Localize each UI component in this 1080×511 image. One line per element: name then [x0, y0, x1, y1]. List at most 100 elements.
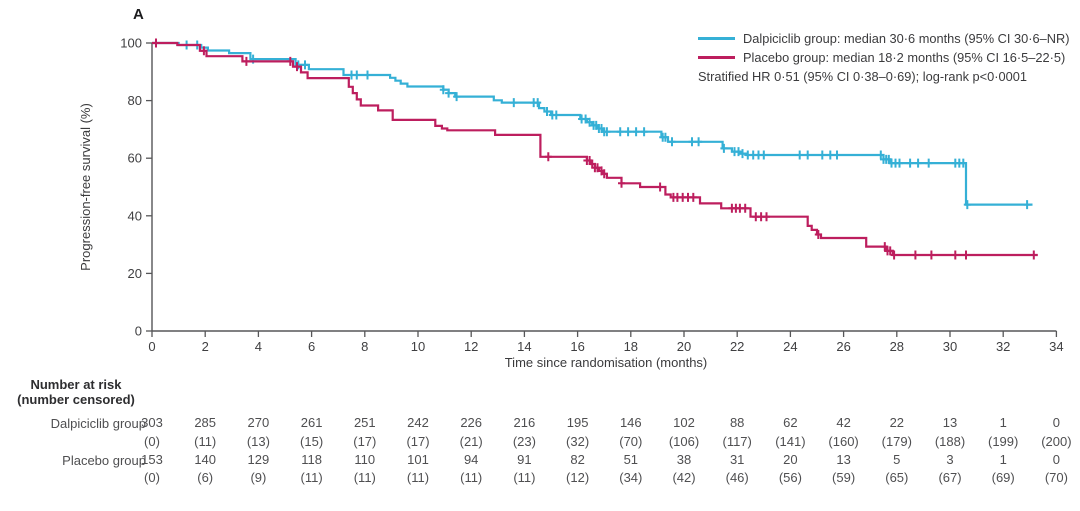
- risk-cell: (70): [619, 434, 643, 449]
- risk-cell: (11): [406, 470, 430, 485]
- risk-cell: (13): [246, 434, 270, 449]
- risk-cell: (42): [672, 470, 696, 485]
- censor-mark-dalpiciclib: [720, 143, 728, 153]
- risk-cell: (12): [566, 470, 590, 485]
- legend: Dalpiciclib group: median 30·6 months (9…: [698, 29, 1069, 86]
- risk-cell: (34): [619, 470, 643, 485]
- censor-mark-dalpiciclib: [301, 60, 309, 70]
- censor-mark-placebo: [814, 230, 822, 239]
- risk-cell: 110: [354, 452, 376, 467]
- risk-cell: (15): [300, 434, 324, 449]
- risk-cell: (160): [828, 434, 859, 449]
- censor-mark-placebo: [242, 56, 250, 66]
- risk-cell: 303: [141, 415, 163, 430]
- risk-cell: (199): [988, 434, 1019, 449]
- risk-cell: 216: [513, 415, 536, 430]
- censor-mark-dalpiciclib: [661, 132, 669, 142]
- risk-cell: (0): [144, 434, 160, 449]
- risk-cell: 140: [194, 452, 217, 467]
- x-axis-label: Time since randomisation (months): [504, 355, 708, 370]
- censor-mark-dalpiciclib: [294, 60, 302, 70]
- risk-cell: 261: [300, 415, 323, 430]
- risk-cell: 13: [836, 452, 851, 467]
- risk-cell: 242: [407, 415, 429, 430]
- risk-cell: 153: [141, 452, 163, 467]
- x-tick-label: 20: [677, 339, 691, 354]
- risk-cell: 88: [729, 415, 745, 430]
- x-tick-label: 26: [836, 339, 850, 354]
- x-tick-label: 32: [996, 339, 1010, 354]
- censor-mark-placebo: [962, 250, 970, 260]
- x-tick-label: 16: [570, 339, 584, 354]
- risk-cell: (11): [513, 470, 536, 485]
- censor-mark-placebo: [152, 38, 160, 48]
- risk-cell: 226: [460, 415, 483, 430]
- censor-mark-placebo: [890, 250, 898, 260]
- risk-cell: 102: [673, 415, 695, 430]
- risk-cell: 51: [623, 452, 639, 467]
- censor-mark-dalpiciclib: [353, 70, 361, 80]
- risk-cell: (11): [460, 470, 483, 485]
- censor-mark-dalpiciclib: [616, 127, 624, 137]
- censor-mark-dalpiciclib: [603, 127, 611, 137]
- x-tick-label: 28: [890, 339, 904, 354]
- censor-mark-placebo: [927, 250, 935, 260]
- x-tick-label: 34: [1049, 339, 1063, 354]
- censor-mark-dalpiciclib: [445, 88, 453, 98]
- censor-mark-dalpiciclib: [760, 150, 768, 160]
- censor-mark-placebo: [1030, 250, 1038, 260]
- censor-mark-dalpiciclib: [959, 158, 967, 168]
- censor-mark-dalpiciclib: [826, 150, 834, 160]
- risk-cell: (117): [722, 434, 752, 449]
- censor-mark-dalpiciclib: [624, 127, 632, 137]
- risk-cell: 270: [247, 415, 270, 430]
- risk-cell: (188): [934, 434, 966, 449]
- placebo-line-swatch: [698, 56, 735, 59]
- x-tick-label: 6: [308, 339, 315, 354]
- censor-mark-dalpiciclib: [1023, 200, 1031, 210]
- risk-cell: 1: [999, 415, 1007, 430]
- risk-cell: 82: [570, 452, 585, 467]
- y-tick-label: 20: [128, 266, 142, 281]
- x-tick-label: 10: [411, 339, 425, 354]
- risk-cell: (17): [353, 434, 377, 449]
- censor-mark-dalpiciclib: [739, 149, 746, 159]
- risk-table-header: Number at risk (number censored): [0, 377, 152, 407]
- censor-mark-placebo: [656, 182, 664, 192]
- censor-mark-dalpiciclib: [735, 147, 742, 157]
- x-tick-label: 14: [517, 339, 531, 354]
- censor-mark-placebo: [594, 163, 601, 173]
- risk-cell: 94: [463, 452, 479, 467]
- x-tick-label: 12: [464, 339, 478, 354]
- y-tick-label: 40: [128, 208, 142, 223]
- risk-cell: 31: [729, 452, 745, 467]
- censor-mark-dalpiciclib: [688, 137, 696, 147]
- risk-row-label-placebo: Placebo group: [62, 453, 146, 468]
- censor-mark-placebo: [618, 178, 625, 188]
- panel-label: A: [133, 6, 144, 23]
- risk-cell: 22: [889, 415, 905, 430]
- x-tick-label: 30: [943, 339, 957, 354]
- censor-mark-dalpiciclib: [804, 150, 812, 160]
- risk-cell: 5: [893, 452, 901, 467]
- risk-cell: 38: [676, 452, 692, 467]
- risk-cell: 285: [194, 415, 217, 430]
- dalpiciclib-line-swatch: [698, 37, 735, 40]
- censor-mark-dalpiciclib: [963, 200, 971, 210]
- risk-cell: (141): [775, 434, 806, 449]
- x-tick-label: 2: [202, 339, 209, 354]
- censor-mark-dalpiciclib: [510, 98, 518, 108]
- risk-cell: (106): [668, 434, 700, 449]
- risk-cell: (46): [725, 470, 749, 485]
- risk-cell: 129: [247, 452, 270, 467]
- legend-entry-dalpiciclib: Dalpiciclib group: median 30·6 months (9…: [698, 29, 1069, 48]
- risk-cell: (11): [353, 470, 376, 485]
- censor-mark-dalpiciclib: [668, 137, 676, 147]
- legend-stat-note: Stratified HR 0·51 (95% CI 0·38–0·69); l…: [698, 69, 1027, 84]
- censor-mark-dalpiciclib: [818, 150, 826, 160]
- x-tick-label: 18: [624, 339, 638, 354]
- risk-cell: 251: [353, 415, 376, 430]
- x-tick-label: 24: [783, 339, 797, 354]
